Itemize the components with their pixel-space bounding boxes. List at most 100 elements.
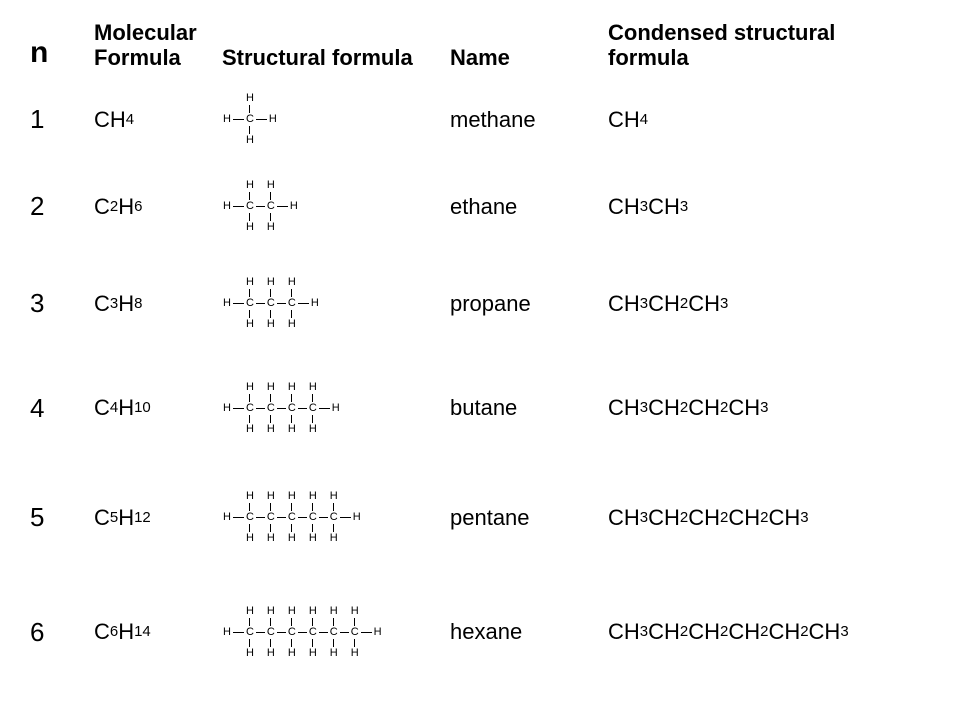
- bond: [291, 639, 292, 647]
- header-molecular: Molecular Formula: [94, 20, 214, 79]
- bond: [333, 524, 334, 532]
- bond: [291, 524, 292, 532]
- condensed-formula: CH3CH2CH2CH2CH3: [608, 462, 868, 574]
- atom-h: H: [310, 298, 320, 309]
- carbon-unit: HCH: [287, 277, 297, 330]
- bond: [249, 213, 250, 221]
- atom-c: C: [245, 512, 255, 523]
- atom-h: H: [289, 201, 299, 212]
- atom-h: H: [245, 277, 255, 288]
- carbon-unit: HCH: [245, 491, 255, 544]
- bond: [249, 415, 250, 423]
- n-value: 4: [30, 355, 86, 462]
- atom-h: H: [373, 627, 383, 638]
- atom-c: C: [350, 627, 360, 638]
- bond: [233, 632, 244, 633]
- bond: [298, 632, 307, 633]
- atom-h: H: [350, 648, 360, 659]
- atom-h: H: [222, 627, 232, 638]
- atom-h: H: [245, 382, 255, 393]
- atom-h: H: [266, 277, 276, 288]
- n-value: 1: [30, 79, 86, 161]
- bond: [256, 632, 265, 633]
- carbon-unit: HCH: [329, 491, 339, 544]
- atom-h: H: [245, 222, 255, 233]
- atom-h: H: [287, 382, 297, 393]
- carbon-unit: HCH: [329, 606, 339, 659]
- bond: [277, 408, 286, 409]
- atom-c: C: [266, 512, 276, 523]
- bond: [256, 119, 267, 120]
- bond: [319, 632, 328, 633]
- bond: [249, 394, 250, 402]
- bond: [277, 303, 286, 304]
- atom-h: H: [287, 277, 297, 288]
- bond: [249, 192, 250, 200]
- header-condensed: Condensed structural formula: [608, 20, 868, 79]
- structural-formula: HHCHHCHHCHHCHHCHHCHH: [222, 574, 442, 691]
- alkane-name: ethane: [450, 161, 600, 253]
- molecular-formula: C5H12: [94, 462, 214, 574]
- carbon-unit: HCH: [245, 382, 255, 435]
- molecular-formula: C3H8: [94, 253, 214, 355]
- bond: [291, 394, 292, 402]
- atom-h: H: [266, 424, 276, 435]
- bond: [333, 639, 334, 647]
- bond: [270, 415, 271, 423]
- atom-c: C: [287, 512, 297, 523]
- atom-h: H: [266, 491, 276, 502]
- bond: [249, 310, 250, 318]
- atom-c: C: [266, 298, 276, 309]
- n-value: 6: [30, 574, 86, 691]
- molecular-formula: C2H6: [94, 161, 214, 253]
- carbon-unit: HCH: [287, 382, 297, 435]
- bond: [291, 310, 292, 318]
- atom-h: H: [329, 533, 339, 544]
- bond: [312, 639, 313, 647]
- atom-h: H: [308, 491, 318, 502]
- atom-c: C: [308, 512, 318, 523]
- alkane-table: n Molecular Formula Structural formula N…: [30, 20, 930, 691]
- condensed-formula: CH3CH2CH3: [608, 253, 868, 355]
- atom-h: H: [245, 491, 255, 502]
- bond: [270, 524, 271, 532]
- atom-c: C: [266, 403, 276, 414]
- atom-h: H: [245, 424, 255, 435]
- structural-formula: HHCHH: [222, 79, 442, 161]
- atom-h: H: [308, 606, 318, 617]
- atom-c: C: [287, 627, 297, 638]
- carbon-unit: HCH: [245, 180, 255, 233]
- atom-c: C: [245, 201, 255, 212]
- atom-h: H: [245, 180, 255, 191]
- carbon-unit: HCH: [266, 382, 276, 435]
- alkane-name: hexane: [450, 574, 600, 691]
- bond: [249, 524, 250, 532]
- structural-formula: HHCHHCHHCHHCHHCHH: [222, 462, 442, 574]
- bond: [291, 415, 292, 423]
- bond: [333, 503, 334, 511]
- bond: [233, 303, 244, 304]
- atom-h: H: [222, 201, 232, 212]
- bond: [312, 618, 313, 626]
- atom-h: H: [308, 382, 318, 393]
- atom-h: H: [350, 606, 360, 617]
- atom-h: H: [329, 491, 339, 502]
- atom-h: H: [287, 606, 297, 617]
- bond: [340, 632, 349, 633]
- atom-c: C: [329, 627, 339, 638]
- structural-formula: HHCHHCHHCHH: [222, 253, 442, 355]
- molecular-formula: C4H10: [94, 355, 214, 462]
- bond: [298, 408, 307, 409]
- bond: [312, 503, 313, 511]
- carbon-unit: HCH: [308, 382, 318, 435]
- atom-h: H: [266, 533, 276, 544]
- bond: [270, 213, 271, 221]
- atom-h: H: [266, 648, 276, 659]
- bond: [249, 618, 250, 626]
- bond: [270, 503, 271, 511]
- atom-h: H: [329, 648, 339, 659]
- atom-h: H: [245, 648, 255, 659]
- atom-h: H: [266, 222, 276, 233]
- bond: [291, 289, 292, 297]
- bond: [256, 517, 265, 518]
